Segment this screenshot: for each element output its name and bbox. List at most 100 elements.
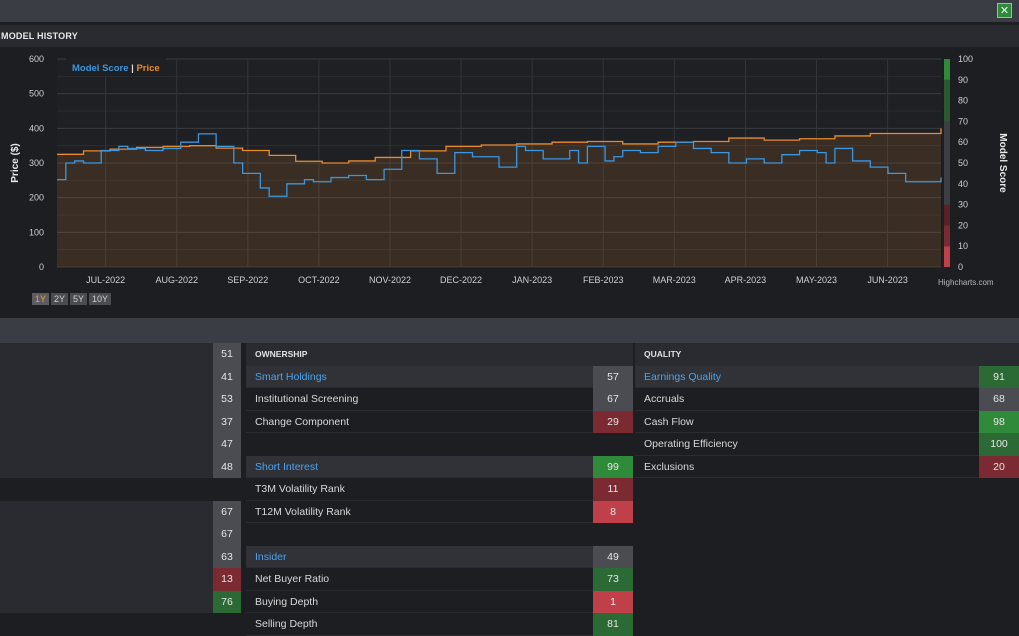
ownership-header-label: OWNERSHIP xyxy=(255,349,308,359)
x-tick-label: FEB-2023 xyxy=(583,275,624,285)
quality-factor-row[interactable]: Operating Efficiency 100 xyxy=(635,433,1019,456)
score-value: 41 xyxy=(213,365,241,388)
price-area xyxy=(57,128,941,267)
y2-tick-label: 50 xyxy=(958,158,968,168)
factor-label: Buying Depth xyxy=(255,595,319,608)
score-value: 67 xyxy=(213,523,241,546)
factor-label: Exclusions xyxy=(644,460,695,473)
group-link[interactable]: Earnings Quality xyxy=(644,370,722,383)
ownership-factor-row[interactable]: Buying Depth 1 xyxy=(246,590,633,613)
ownership-factor-row[interactable]: T12M Volatility Rank 8 xyxy=(246,500,633,523)
y2-tick-label: 40 xyxy=(958,179,968,189)
left-factor-row[interactable]: 37 xyxy=(0,410,241,433)
legend: Model Score | Price xyxy=(72,63,160,74)
score-band xyxy=(944,59,950,80)
left-factor-row[interactable]: 47 xyxy=(0,433,241,456)
score-value: 29 xyxy=(593,410,633,433)
quality-factor-row[interactable]: Exclusions 20 xyxy=(635,455,1019,478)
group-link[interactable]: Insider xyxy=(255,550,287,563)
score-line xyxy=(57,133,942,197)
ownership-factor-row[interactable]: T3M Volatility Rank 11 xyxy=(246,478,633,501)
quality-factor-row[interactable]: Accruals 68 xyxy=(635,388,1019,411)
y2-tick-label: 90 xyxy=(958,75,968,85)
y2-tick-label: 30 xyxy=(958,200,968,210)
range-button-1y[interactable]: 1Y xyxy=(32,293,50,305)
x-tick-label: MAR-2023 xyxy=(653,275,696,285)
score-value: 20 xyxy=(979,455,1019,478)
ownership-group-row[interactable]: Short Interest 99 xyxy=(246,455,633,478)
score-band xyxy=(944,225,950,247)
score-value: 8 xyxy=(593,500,633,523)
y2-tick-label: 60 xyxy=(958,137,968,147)
y-axis-title: Price ($) xyxy=(10,143,21,182)
left-factor-row[interactable]: 51 xyxy=(0,343,241,366)
score-value: 99 xyxy=(593,455,633,478)
model-history-title: MODEL HISTORY xyxy=(0,25,1019,47)
range-button-10y[interactable]: 10Y xyxy=(89,293,112,305)
legend-score[interactable]: Model Score xyxy=(72,63,129,74)
ownership-group-row[interactable]: Smart Holdings 57 xyxy=(246,365,633,388)
ownership-factor-row[interactable]: Institutional Screening 67 xyxy=(246,388,633,411)
factor-label: Institutional Screening xyxy=(255,393,359,405)
y2-tick-label: 20 xyxy=(958,220,968,230)
x-tick-label: JUL-2022 xyxy=(86,275,125,285)
score-value: 48 xyxy=(213,455,241,478)
score-value: 73 xyxy=(593,568,633,591)
group-link[interactable]: Smart Holdings xyxy=(255,370,327,383)
left-factor-row[interactable]: 63 xyxy=(0,545,241,568)
x-tick-label: NOV-2022 xyxy=(369,275,411,285)
ownership-factor-row[interactable]: Net Buyer Ratio 73 xyxy=(246,568,633,591)
score-value: 67 xyxy=(213,500,241,523)
score-value: 51 xyxy=(213,343,241,366)
score-value: 81 xyxy=(593,613,633,636)
ownership-spacer xyxy=(246,433,633,456)
x-tick-label: MAY-2023 xyxy=(796,275,837,285)
ownership-group-row[interactable]: Insider 49 xyxy=(246,545,633,568)
y-tick-label: 400 xyxy=(29,123,44,133)
y2-tick-label: 10 xyxy=(958,241,968,251)
window-titlebar: ✕ xyxy=(0,0,1019,22)
quality-group-row[interactable]: Earnings Quality 91 xyxy=(635,365,1019,388)
range-button-5y[interactable]: 5Y xyxy=(70,293,88,305)
x-tick-label: SEP-2022 xyxy=(227,275,268,285)
quality-panel: QUALITY Earnings Quality 91 Accruals 68 Cash … xyxy=(635,343,1019,478)
ownership-factor-row[interactable]: Change Component 29 xyxy=(246,410,633,433)
score-value: 98 xyxy=(979,410,1019,433)
y2-tick-label: 0 xyxy=(958,262,963,272)
ownership-header: OWNERSHIP xyxy=(246,343,633,366)
x-tick-label: APR-2023 xyxy=(725,275,767,285)
price-line xyxy=(57,128,942,164)
excel-close-icon[interactable]: ✕ xyxy=(997,3,1012,18)
group-link[interactable]: Short Interest xyxy=(255,460,319,473)
left-factor-row xyxy=(0,478,241,501)
left-factor-row[interactable]: 41 xyxy=(0,365,241,388)
left-factor-row[interactable]: 76 xyxy=(0,590,241,613)
score-value: 47 xyxy=(213,433,241,456)
range-button-2y[interactable]: 2Y xyxy=(51,293,69,305)
ownership-spacer xyxy=(246,523,633,546)
x-tick-label: JAN-2023 xyxy=(512,275,552,285)
factor-label: Net Buyer Ratio xyxy=(255,573,330,585)
y2-tick-label: 100 xyxy=(958,54,973,64)
left-factor-row[interactable]: 48 xyxy=(0,455,241,478)
quality-factor-row[interactable]: Cash Flow 98 xyxy=(635,410,1019,433)
left-factor-panel: 51 41 53 37 47 48 67 67 63 13 76 xyxy=(0,343,241,613)
left-factor-row[interactable]: 67 xyxy=(0,523,241,546)
left-factor-row[interactable]: 13 xyxy=(0,568,241,591)
factor-label: T3M Volatility Rank xyxy=(255,483,345,495)
factor-label: T12M Volatility Rank xyxy=(255,505,351,518)
ownership-panel: OWNERSHIP Smart Holdings 57 Institutional S… xyxy=(246,343,633,636)
score-value: 68 xyxy=(979,388,1019,411)
legend-separator: | xyxy=(129,63,137,74)
highcharts-credit: Highcharts.com xyxy=(938,278,994,287)
range-selector: 1Y 2Y 5Y 10Y xyxy=(32,293,112,305)
x-tick-label: JUN-2023 xyxy=(867,275,908,285)
legend-price[interactable]: Price xyxy=(136,63,159,74)
score-value: 100 xyxy=(979,433,1019,456)
x-tick-label: DEC-2022 xyxy=(440,275,482,285)
ownership-factor-row[interactable]: Selling Depth 81 xyxy=(246,613,633,636)
left-factor-row[interactable]: 53 xyxy=(0,388,241,411)
factor-label: Selling Depth xyxy=(255,618,318,630)
factor-label: Cash Flow xyxy=(644,415,694,428)
left-factor-row[interactable]: 67 xyxy=(0,500,241,523)
